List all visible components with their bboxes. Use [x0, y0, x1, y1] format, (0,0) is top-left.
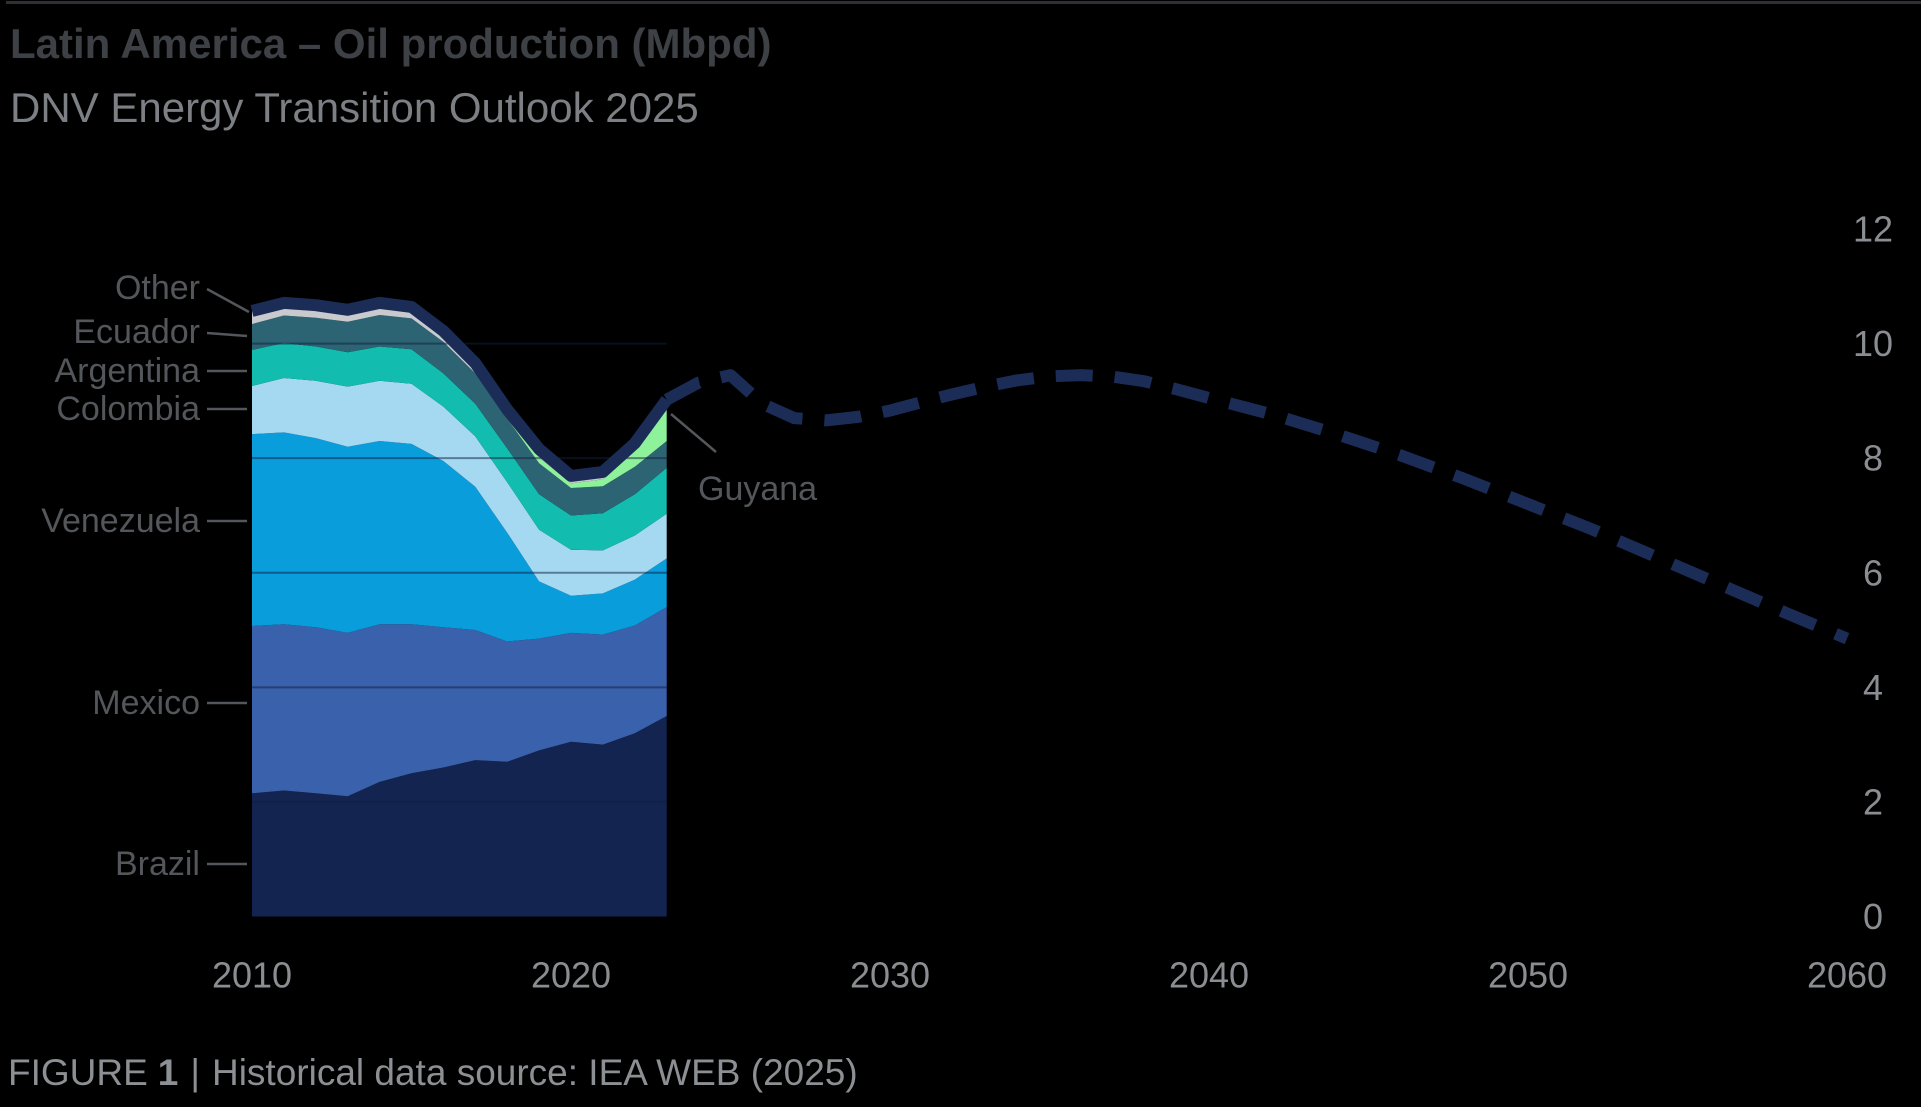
area-guyana — [252, 315, 667, 488]
top-divider — [6, 1, 1921, 4]
x-axis-label-2020: 2020 — [531, 955, 611, 996]
series-label-other: Other — [115, 269, 200, 307]
page-subtitle: DNV Energy Transition Outlook 2025 — [10, 84, 699, 131]
series-label-argentina: Argentina — [54, 352, 200, 390]
y-axis-label-10: 10 — [1853, 323, 1893, 364]
leader-line-guyana — [670, 413, 717, 453]
leader-line-ecuador — [206, 331, 248, 338]
y-axis-label-4: 4 — [1863, 667, 1883, 708]
figure-label: FIGURE — [8, 1052, 148, 1093]
x-axis-label-2040: 2040 — [1169, 955, 1249, 996]
x-axis-label-2010: 2010 — [212, 955, 292, 996]
total-line-historical — [250, 296, 672, 482]
series-label-guyana: Guyana — [698, 470, 817, 508]
area-mexico — [252, 607, 667, 797]
x-axis-label-2050: 2050 — [1488, 955, 1568, 996]
page-title: Latin America – Oil production (Mbpd) — [10, 20, 772, 67]
total-line-projection — [663, 369, 1850, 645]
figure-caption: FIGURE 1 | Historical data source: IEA WEB … — [8, 1052, 858, 1094]
series-label-brazil: Brazil — [115, 845, 200, 883]
y-axis-label-0: 0 — [1863, 896, 1883, 937]
y-axis-label-8: 8 — [1863, 438, 1883, 479]
caption-text: Historical data source: IEA WEB (2025) — [211, 1052, 858, 1093]
area-venezuela — [252, 432, 667, 642]
series-label-venezuela: Venezuela — [41, 502, 200, 540]
area-brazil — [252, 716, 667, 917]
y-axis-label-2: 2 — [1863, 781, 1883, 822]
y-axis-label-12: 12 — [1853, 209, 1893, 250]
leader-line-other — [206, 287, 250, 314]
area-colombia — [252, 378, 667, 596]
series-label-ecuador: Ecuador — [73, 313, 200, 351]
series-label-mexico: Mexico — [92, 684, 200, 722]
x-axis-label-2060: 2060 — [1807, 955, 1887, 996]
area-ecuador — [252, 315, 667, 516]
y-axis-label-6: 6 — [1863, 552, 1883, 593]
figure-number: 1 — [157, 1052, 179, 1093]
x-axis-label-2030: 2030 — [850, 955, 930, 996]
series-label-colombia: Colombia — [56, 390, 200, 428]
caption-separator: | — [190, 1052, 200, 1093]
area-argentina — [252, 343, 667, 551]
